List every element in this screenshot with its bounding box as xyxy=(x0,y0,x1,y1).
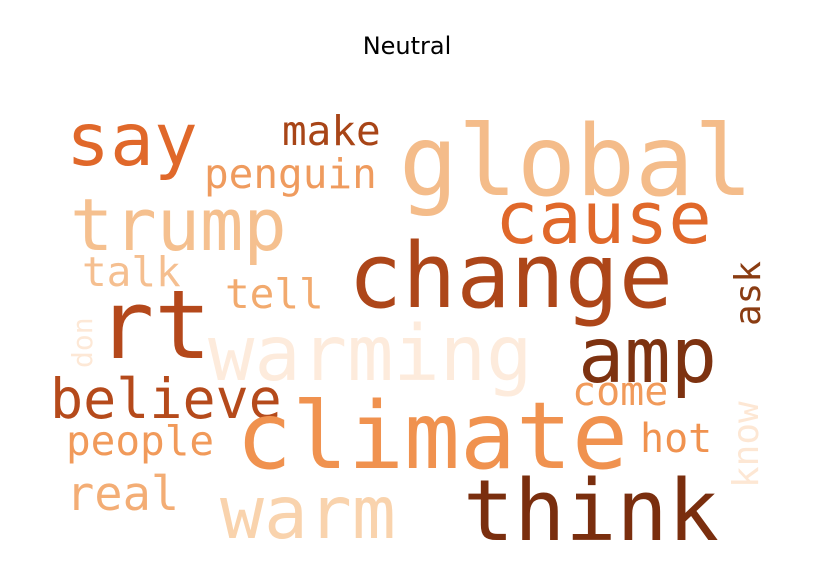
word-trump: trump xyxy=(70,183,287,267)
word-rt: rt xyxy=(97,271,211,381)
word-climate: climate xyxy=(236,382,628,490)
word-global: global xyxy=(399,105,753,219)
word-know: know xyxy=(726,401,767,488)
word-amp: amp xyxy=(578,312,717,401)
word-change: change xyxy=(348,224,673,329)
word-think: think xyxy=(463,462,719,561)
word-warm: warm xyxy=(220,471,396,556)
word-cause: cause xyxy=(495,176,712,260)
word-real: real xyxy=(66,467,179,522)
word-say: say xyxy=(66,98,198,183)
word-people: people xyxy=(66,417,214,465)
word-believe: believe xyxy=(50,367,282,431)
word-penguin: penguin xyxy=(204,150,377,198)
word-ask: ask xyxy=(728,261,769,326)
word-tell: tell xyxy=(225,270,324,318)
word-don: don xyxy=(66,317,99,368)
word-warming: warming xyxy=(208,310,533,399)
word-hot: hot xyxy=(640,416,712,462)
word-come: come xyxy=(572,369,668,415)
word-make: make xyxy=(282,107,381,155)
word-talk: talk xyxy=(82,248,181,296)
wordcloud-title: Neutral xyxy=(362,32,452,60)
